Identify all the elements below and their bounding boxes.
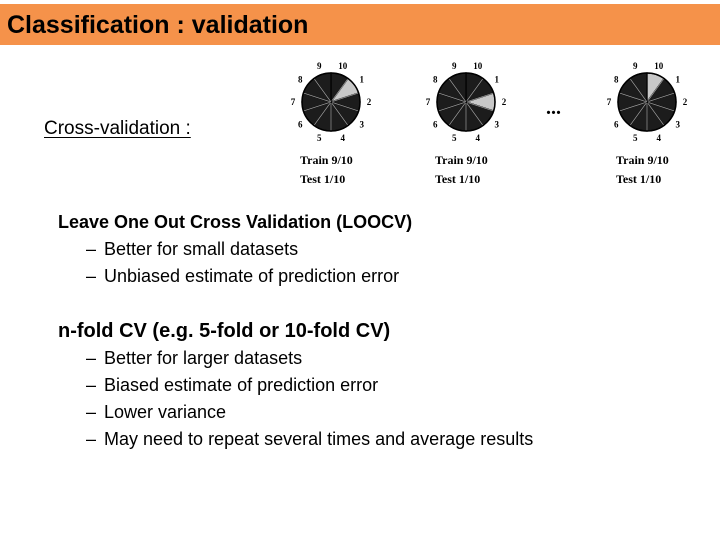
loocv-item: – Better for small datasets <box>86 236 298 263</box>
fold-number-label: 5 <box>317 133 322 143</box>
nfold-heading: n-fold CV (e.g. 5-fold or 10-fold CV) <box>58 320 391 342</box>
fold-number-label: 7 <box>291 97 296 107</box>
fold-divider <box>303 101 332 112</box>
fold-wheel-1: 10 1 2 3 4 5 6 7 8 9 Train 9/10 Test 1/10 <box>291 61 372 186</box>
fold-number-label: 10 <box>654 61 664 71</box>
nfold-item-text: Biased estimate of prediction error <box>104 375 379 395</box>
nfold-item: – Lower variance <box>86 399 226 426</box>
fold-number-label: 4 <box>475 133 480 143</box>
fold-number-label: 8 <box>614 75 619 85</box>
fold-number-label: 7 <box>426 97 431 107</box>
nfold-item: – Biased estimate of prediction error <box>86 372 378 399</box>
train-caption: Train 9/10 <box>616 153 669 167</box>
fold-number-label: 9 <box>452 61 457 71</box>
fold-divider <box>448 101 467 126</box>
cross-validation-label: Cross-validation : <box>44 118 191 139</box>
dash: – <box>86 266 97 286</box>
fold-divider <box>646 101 665 126</box>
loocv-heading: Leave One Out Cross Validation (LOOCV) <box>58 212 413 232</box>
fold-number-label: 10 <box>473 61 483 71</box>
fold-number-label: 4 <box>656 133 661 143</box>
fold-divider <box>330 101 359 112</box>
dash: – <box>86 402 97 422</box>
fold-divider <box>629 78 648 103</box>
fold-number-label: 9 <box>633 61 638 71</box>
fold-number-label: 1 <box>675 75 680 85</box>
nfold-item-text: Better for larger datasets <box>104 348 303 368</box>
fold-divider <box>313 78 332 103</box>
fold-divider <box>646 78 665 103</box>
fold-divider <box>619 101 648 112</box>
wheel-outline <box>301 72 361 132</box>
ellipsis: ... <box>546 97 561 119</box>
dash: – <box>86 348 97 368</box>
fold-divider <box>438 92 467 103</box>
fold-number-label: 2 <box>683 97 688 107</box>
fold-divider <box>646 101 675 112</box>
title-bar: Classification : validation <box>0 4 720 45</box>
fold-number-label: 2 <box>502 97 507 107</box>
fold-number-label: 6 <box>614 119 619 129</box>
fold-number-label: 1 <box>494 75 499 85</box>
fold-number-label: 2 <box>367 97 372 107</box>
fold-divider <box>303 92 332 103</box>
fold-divider <box>448 78 467 103</box>
fold-divider <box>465 101 494 112</box>
fold-number-label: 3 <box>359 119 364 129</box>
fold-divider <box>330 92 359 103</box>
test-caption: Test 1/10 <box>435 172 480 186</box>
fold-divider <box>465 101 484 126</box>
fold-number-label: 10 <box>338 61 348 71</box>
loocv-item-text: Unbiased estimate of prediction error <box>104 266 400 286</box>
fold-number-label: 6 <box>298 119 303 129</box>
fold-number-label: 5 <box>633 133 638 143</box>
fold-number-label: 8 <box>433 75 438 85</box>
fold-number-label: 6 <box>433 119 438 129</box>
cross-validation-diagram: 10 1 2 3 4 5 6 7 8 9 Train 9/10 Test 1/10 10 1 2 3 4 5 6 7… <box>291 61 688 186</box>
test-caption: Test 1/10 <box>616 172 661 186</box>
fold-divider <box>330 101 349 126</box>
loocv-item-text: Better for small datasets <box>104 239 299 259</box>
fold-divider <box>465 78 484 103</box>
fold-divider <box>438 101 467 112</box>
fold-number-label: 5 <box>452 133 457 143</box>
dash: – <box>86 239 97 259</box>
fold-number-label: 4 <box>340 133 345 143</box>
fold-divider <box>465 92 494 103</box>
fold-divider <box>619 92 648 103</box>
slide-title: Classification : validation <box>7 11 309 39</box>
fold-divider <box>330 78 349 103</box>
nfold-item-text: Lower variance <box>104 402 227 422</box>
nfold-item: – Better for larger datasets <box>86 345 302 372</box>
train-caption: Train 9/10 <box>300 153 353 167</box>
nfold-item: – May need to repeat several times and av… <box>86 426 533 453</box>
fold-divider <box>313 101 332 126</box>
wheel-outline <box>436 72 496 132</box>
fold-divider <box>646 92 675 103</box>
fold-number-label: 3 <box>675 119 680 129</box>
fold-number-label: 9 <box>317 61 322 71</box>
nfold-item-text: May need to repeat several times and ave… <box>104 429 534 449</box>
dash: – <box>86 375 97 395</box>
fold-number-label: 1 <box>359 75 364 85</box>
fold-wheel-3: 10 1 2 3 4 5 6 7 8 9 Train 9/10 Test 1/10 <box>607 61 688 186</box>
dash: – <box>86 429 97 449</box>
fold-wheel-2: 10 1 2 3 4 5 6 7 8 9 Train 9/10 Test 1/10 <box>426 61 507 186</box>
test-caption: Test 1/10 <box>300 172 345 186</box>
fold-number-label: 8 <box>298 75 303 85</box>
train-caption: Train 9/10 <box>435 153 488 167</box>
loocv-item: – Unbiased estimate of prediction error <box>86 263 399 290</box>
fold-number-label: 3 <box>494 119 499 129</box>
fold-number-label: 7 <box>607 97 612 107</box>
wheel-outline <box>617 72 677 132</box>
fold-divider <box>629 101 648 126</box>
